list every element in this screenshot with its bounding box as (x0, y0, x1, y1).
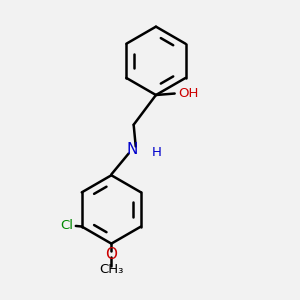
Text: OH: OH (178, 87, 199, 100)
Text: O: O (105, 247, 117, 262)
Text: N: N (127, 142, 138, 158)
Text: H: H (152, 146, 161, 159)
Text: CH₃: CH₃ (99, 263, 124, 276)
Text: Cl: Cl (61, 219, 74, 232)
